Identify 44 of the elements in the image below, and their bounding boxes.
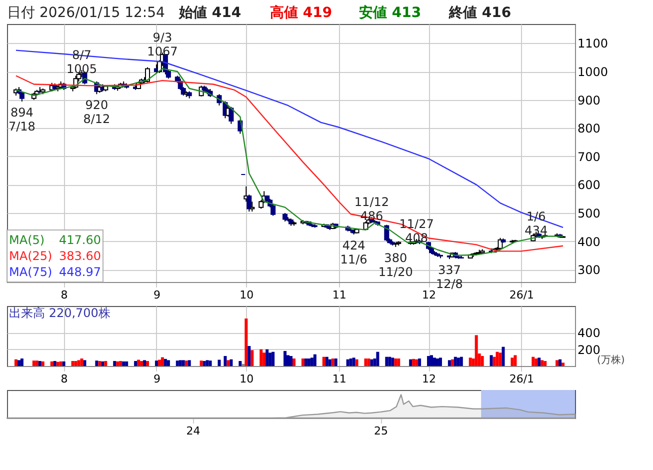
annotation: 380 11/20 <box>378 250 413 279</box>
x-tick-label: 12 <box>422 288 436 302</box>
annotation: 417.60 <box>59 233 101 247</box>
x-tick-label: 25 <box>374 424 388 438</box>
annotation: 383.60 <box>59 249 101 263</box>
text: MA(75) <box>9 265 52 279</box>
x-tick-label: 8 <box>60 372 68 386</box>
text: MA(25) <box>9 249 52 263</box>
x-tick-label: 9 <box>153 372 160 386</box>
x-tick-label: 10 <box>240 372 254 386</box>
x-tick-label: 26/1 <box>509 372 534 386</box>
y-tick-label: 900 <box>578 93 600 108</box>
text: 安値 413 <box>359 4 422 21</box>
y-tick-label: 400 <box>578 234 600 249</box>
x-tick-label: 11 <box>332 372 346 386</box>
y-tick-label: 200 <box>578 342 600 357</box>
y-tick-label: 400 <box>578 326 600 340</box>
annotation: 920 8/12 <box>83 98 110 126</box>
y-tick-label: 1100 <box>578 36 608 51</box>
x-tick-label: 12 <box>422 372 436 386</box>
y-tick-label: 700 <box>578 150 600 164</box>
text: MA(5) <box>9 233 45 247</box>
x-tick-label: 26/1 <box>509 288 534 302</box>
y-tick-label: 600 <box>578 178 600 192</box>
y-tick-label: 500 <box>578 206 600 220</box>
text: 終値 416 <box>448 5 512 21</box>
annotation: 894 7/18 <box>8 106 36 134</box>
chart-title: 出来高 220,700株 <box>9 306 110 320</box>
x-tick-label: 8 <box>60 288 68 302</box>
annotation: 424 11/6 <box>340 238 368 266</box>
annotation: 337 12/8 <box>436 263 463 292</box>
chart-title: 日付 2026/01/15 12:54 <box>7 5 166 21</box>
annotation: 9/3 1067 <box>147 30 178 59</box>
x-tick-label: 24 <box>186 424 200 438</box>
x-tick-label: 9 <box>153 288 160 302</box>
x-tick-label: 11 <box>332 288 346 302</box>
text: 高値 419 <box>270 4 332 21</box>
text: 始値 414 <box>178 5 242 21</box>
y-tick-label: 1000 <box>578 65 608 80</box>
y-axis-title: (万株) <box>597 354 625 366</box>
y-tick-label: 300 <box>578 263 600 278</box>
y-tick-label: 800 <box>578 122 600 136</box>
x-tick-label: 10 <box>240 288 254 302</box>
annotation: 448.97 <box>59 265 101 279</box>
